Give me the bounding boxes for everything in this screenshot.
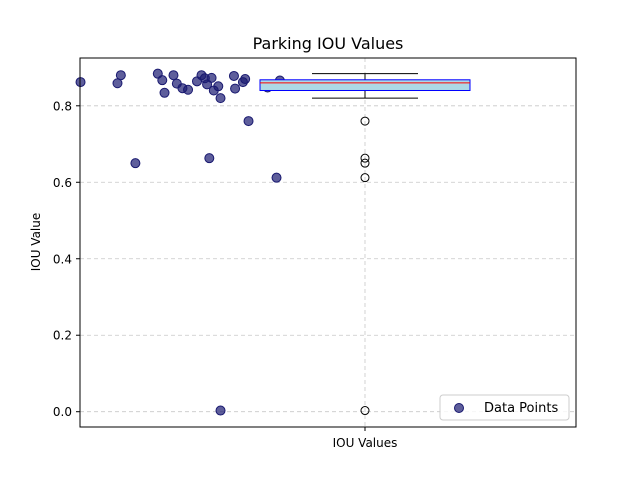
plot-frame xyxy=(79,57,577,428)
legend-marker xyxy=(454,403,464,413)
outlier-point xyxy=(360,153,370,163)
data-point xyxy=(204,153,215,164)
data-point xyxy=(215,93,226,104)
box-iqr xyxy=(259,79,471,92)
y-axis-label: IOU Value xyxy=(29,213,43,272)
data-point xyxy=(228,70,239,81)
data-point xyxy=(183,84,194,95)
axes: 0.0 0.2 0.4 0.6 0.8 IOU Values xyxy=(53,57,577,450)
outlier-point xyxy=(360,158,370,168)
x-ticks: IOU Values xyxy=(333,427,398,450)
data-point xyxy=(243,116,254,127)
legend-frame xyxy=(439,394,570,421)
outlier-point xyxy=(360,116,370,126)
y-tick-label: 0.6 xyxy=(53,176,72,190)
grid xyxy=(80,58,576,427)
data-point xyxy=(130,158,141,169)
data-points xyxy=(75,68,285,416)
y-ticks: 0.0 0.2 0.4 0.6 0.8 xyxy=(53,99,80,419)
y-tick-label: 0.0 xyxy=(53,405,72,419)
legend-label: Data Points xyxy=(484,401,558,416)
y-tick-label: 0.8 xyxy=(53,99,72,113)
data-point xyxy=(206,72,217,83)
legend: Data Points xyxy=(439,394,570,421)
chart-title: Parking IOU Values xyxy=(253,34,404,53)
x-tick-label: IOU Values xyxy=(333,436,398,450)
data-point xyxy=(157,75,168,86)
data-point xyxy=(213,81,224,92)
data-point xyxy=(75,77,86,88)
data-point xyxy=(215,405,226,416)
outlier-point xyxy=(360,173,370,183)
data-point xyxy=(240,74,251,85)
data-point xyxy=(112,78,123,89)
data-point xyxy=(159,87,170,98)
y-tick-label: 0.2 xyxy=(53,329,72,343)
y-tick-label: 0.4 xyxy=(53,252,72,266)
data-point xyxy=(168,70,179,81)
data-point xyxy=(230,83,241,94)
boxplot xyxy=(259,73,471,416)
data-point xyxy=(271,172,282,183)
outlier-point xyxy=(360,406,370,416)
